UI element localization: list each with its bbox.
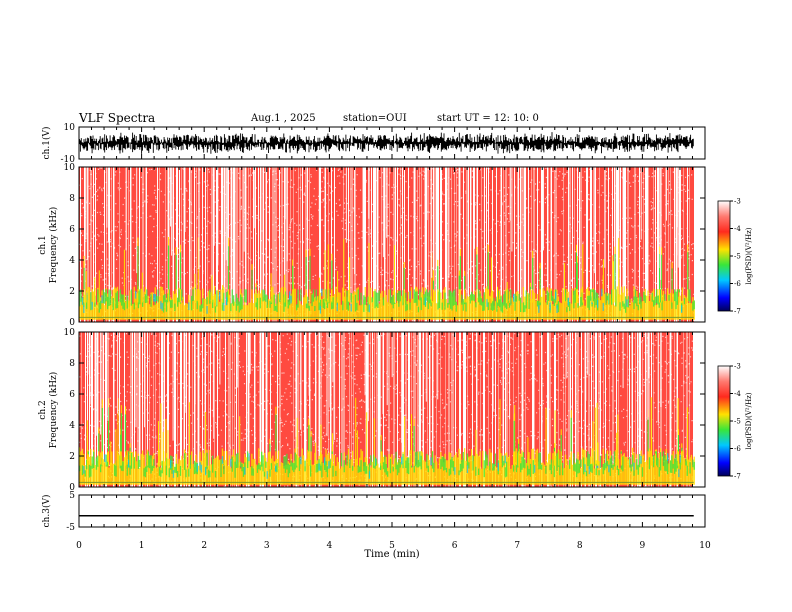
ch1-colorbar-label: log(PSD)(V²/Hz) (745, 227, 753, 284)
ch3-waveform-ylabel: ch.3(V) (41, 495, 52, 528)
ch2-spectrogram-white-streaks (87, 332, 662, 443)
time-axis-label: Time (min) (364, 549, 419, 560)
ch1-spectrogram-ytick-label: 10 (64, 163, 76, 173)
ch2-colorbar-ticks: -3 -4 -5 -6 -7 (730, 363, 741, 481)
time-tick-label: 6 (452, 541, 458, 551)
time-tick-label: 10 (699, 541, 711, 551)
ch2-colorbar-tick-label: -6 (734, 445, 741, 453)
ch2-spectrogram-yticks: 0 2 4 6 8 10 (64, 328, 705, 493)
ch3-waveform-ytick-label: -5 (66, 523, 75, 533)
header-date: Aug.1 , 2025 (251, 113, 316, 124)
ch1-colorbar-tick-label: -6 (734, 280, 741, 288)
time-tick-label: 7 (514, 541, 520, 551)
ch3-waveform-yticks: 5 -5 (66, 491, 705, 533)
ch2-spectrogram-ytick-label: 0 (69, 483, 75, 493)
time-tick-label: 5 (389, 541, 395, 551)
ch2-colorbar-scale (717, 365, 731, 477)
ch1-spectrogram-light-columns (85, 167, 690, 322)
ch2-frequency-label: Frequency (kHz) (48, 372, 59, 449)
ch2-spectrogram-ytick-label: 4 (69, 421, 75, 431)
ch1-waveform-panel: 10 -10 ch.1(V) (41, 123, 706, 165)
ch2-spectrogram-ytick-label: 10 (64, 328, 76, 338)
ch2-spectrogram-panel: 0 2 4 6 8 10 ch.2 Frequency (kHz) (38, 328, 706, 493)
ch1-waveform-ytick-label: 10 (64, 123, 76, 133)
ch1-waveform-yticks: 10 -10 (61, 123, 705, 165)
ch1-spectrogram-ytick-label: 0 (69, 318, 75, 328)
time-axis-ticks: 0 1 2 3 4 5 6 7 8 9 10 (76, 127, 711, 551)
ch1-colorbar: -3 -4 -5 -6 -7 log(PSD)(V²/Hz) (717, 198, 753, 316)
time-tick-label: 3 (264, 541, 270, 551)
ch2-colorbar-tick-label: -5 (734, 418, 741, 426)
ch2-colorbar-tick-label: -4 (734, 390, 741, 398)
ch2-spectrogram-ytick-label: 2 (69, 452, 75, 462)
time-tick-label: 0 (76, 541, 82, 551)
ch1-waveform-ylabel: ch.1(V) (41, 127, 52, 160)
ch1-spectrogram-ytick-label: 8 (69, 194, 75, 204)
ch1-spectrogram-image (79, 167, 695, 324)
ch1-colorbar-tick-label: -5 (734, 253, 741, 261)
ch1-spectrogram-ytick-label: 2 (69, 287, 75, 297)
ch2-spectrogram-light-columns (81, 332, 690, 487)
ch3-waveform-panel: 5 -5 ch.3(V) (41, 491, 706, 533)
time-tick-label: 1 (139, 541, 145, 551)
ch1-waveform-trace (79, 132, 694, 154)
ch2-colorbar-label: log(PSD)(V²/Hz) (745, 392, 753, 449)
ch2-spectrogram-ytick-label: 8 (69, 359, 75, 369)
ch1-frequency-label: Frequency (kHz) (48, 207, 59, 284)
ch1-spectrogram-ytick-label: 4 (69, 256, 75, 266)
ch2-label: ch.2 (38, 400, 48, 419)
ch1-waveform-ytick-label: -10 (61, 155, 76, 165)
ch1-label: ch.1 (38, 235, 48, 254)
time-tick-label: 8 (577, 541, 583, 551)
ch1-spectrogram-speckle (79, 167, 695, 324)
ch1-waveform-line (79, 132, 694, 154)
time-tick-label: 2 (201, 541, 207, 551)
ch1-colorbar-ticks: -3 -4 -5 -6 -7 (730, 198, 741, 316)
time-tick-label: 4 (327, 541, 333, 551)
ch2-spectrogram-ytick-label: 6 (69, 390, 75, 400)
ch2-spectrogram-red-columns (79, 332, 693, 487)
header-station: station=OUI (343, 113, 407, 124)
ch1-spectrogram-yticks: 0 2 4 6 8 10 (64, 163, 705, 328)
ch1-colorbar-tick-label: -7 (734, 308, 741, 316)
time-tick-label: 9 (640, 541, 646, 551)
ch1-spectrogram-ytick-label: 6 (69, 225, 75, 235)
ch1-spectrogram-panel: 0 2 4 6 8 10 ch.1 Frequency (kHz) (38, 163, 706, 328)
figure-title: VLF Spectra (79, 111, 156, 125)
header-start-time: start UT = 12: 10: 0 (437, 113, 539, 124)
ch2-colorbar: -3 -4 -5 -6 -7 log(PSD)(V²/Hz) (717, 363, 753, 481)
ch1-colorbar-scale (717, 200, 731, 312)
ch2-spectrogram-image (79, 332, 695, 489)
ch2-colorbar-tick-label: -7 (734, 473, 741, 481)
ch2-colorbar-tick-label: -3 (734, 363, 741, 371)
ch1-colorbar-tick-label: -4 (734, 225, 741, 233)
ch3-waveform-ytick-label: 5 (69, 491, 75, 501)
ch1-colorbar-tick-label: -3 (734, 198, 741, 206)
